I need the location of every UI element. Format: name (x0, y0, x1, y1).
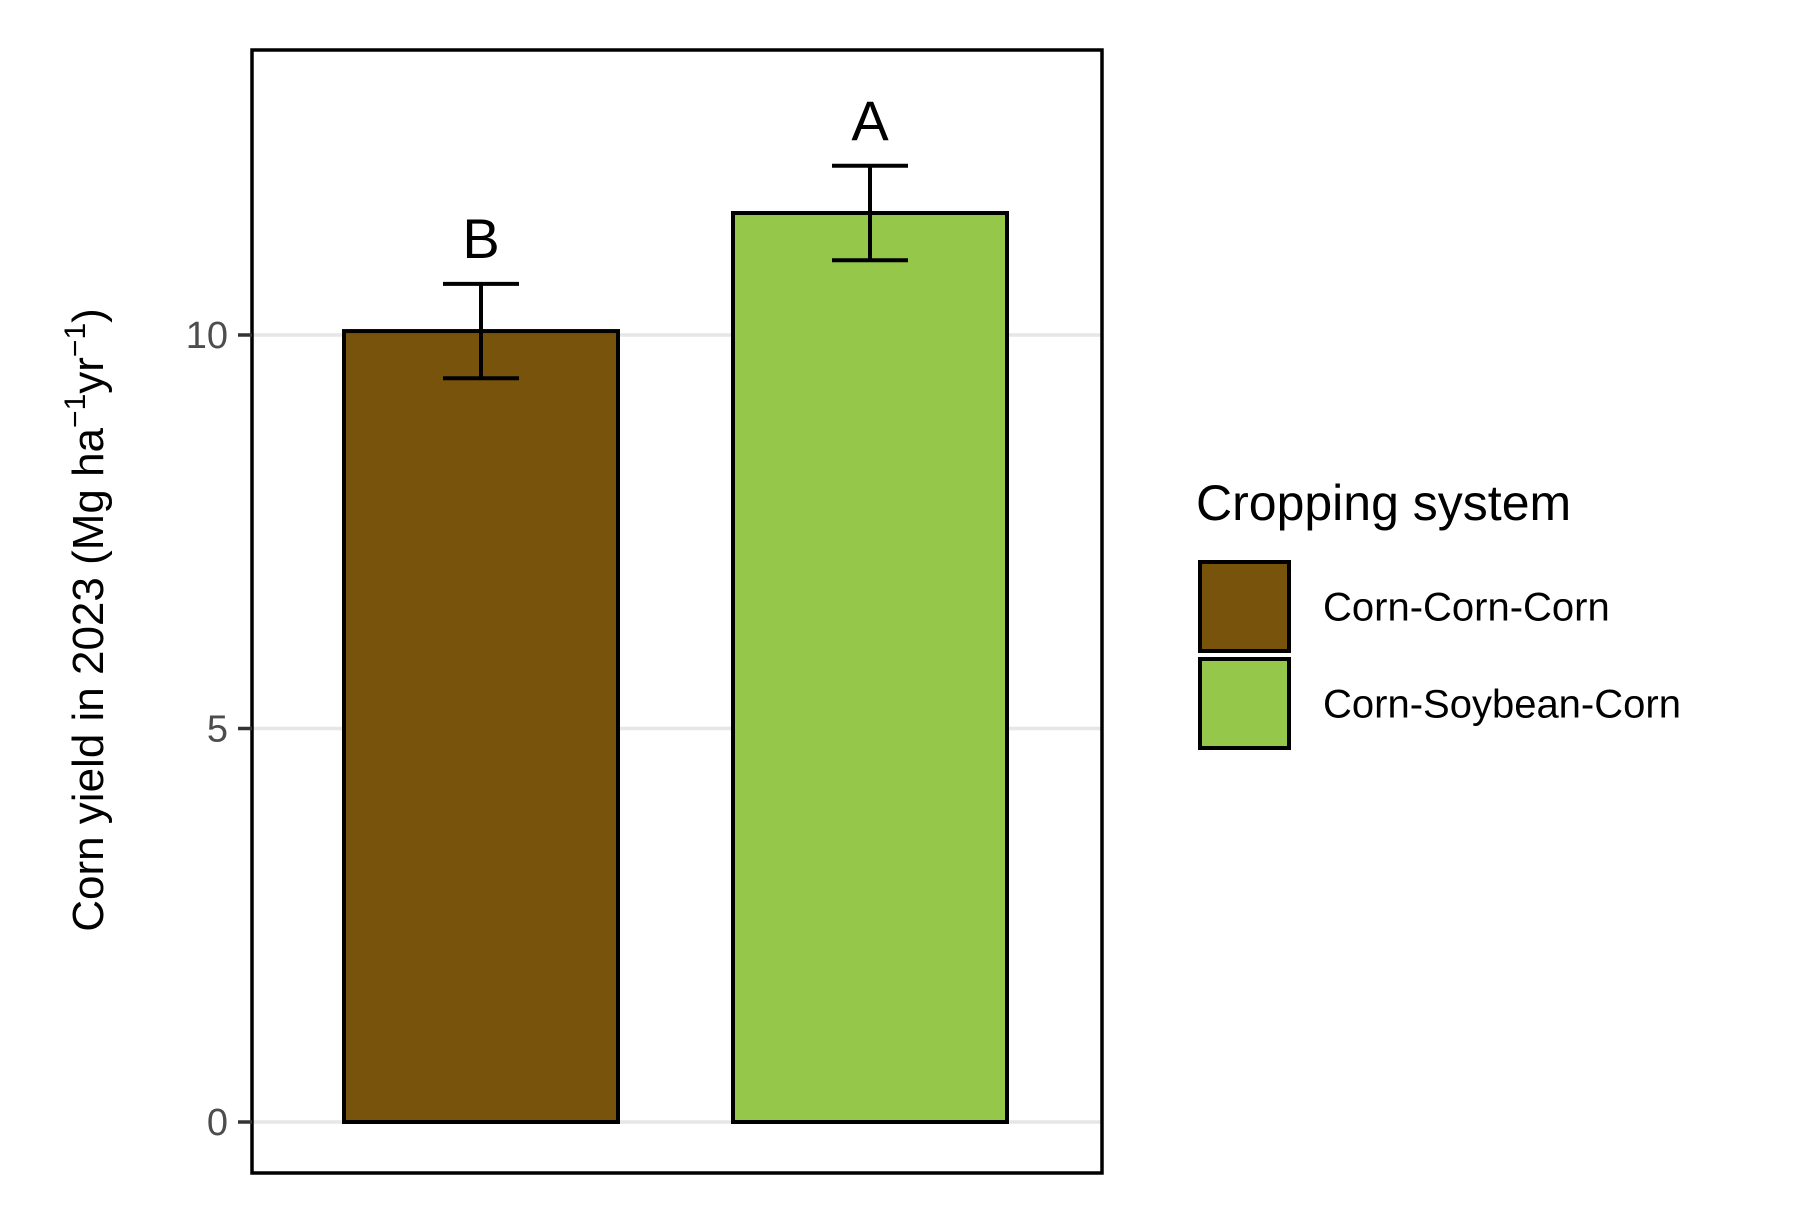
significance-letter-2: A (851, 89, 889, 152)
y-axis-label-sup2: −1 (59, 323, 92, 357)
y-tick-label-1: 5 (207, 709, 228, 751)
y-axis-label-end: ) (64, 308, 113, 323)
plot-panel-border (250, 48, 1104, 1175)
y-axis-label: Corn yield in 2023 (Mg ha−1yr−1) (59, 308, 113, 932)
y-axis: 0 5 10 (186, 315, 252, 1144)
bars (342, 211, 1009, 1124)
error-bars (443, 163, 908, 381)
legend-key-2 (1198, 657, 1291, 750)
y-tick-label-0: 0 (207, 1102, 228, 1144)
bar-1 (342, 329, 620, 1124)
legend-title: Cropping system (1196, 475, 1571, 531)
y-axis-label-main: Corn yield in 2023 (Mg ha (64, 427, 113, 931)
y-tick-label-2: 10 (186, 315, 228, 357)
y-axis-label-mid: yr (64, 357, 113, 394)
legend-label-2: Corn-Soybean-Corn (1323, 683, 1681, 727)
bar-2 (731, 211, 1009, 1124)
legend-key-1 (1198, 560, 1291, 653)
significance-letters: BA (462, 89, 889, 270)
legend: Cropping system Corn-Corn-Corn Corn-Soybe… (1196, 475, 1681, 750)
legend-label-1: Corn-Corn-Corn (1323, 586, 1610, 630)
significance-letter-1: B (462, 207, 499, 270)
y-axis-label-sup1: −1 (59, 394, 92, 428)
